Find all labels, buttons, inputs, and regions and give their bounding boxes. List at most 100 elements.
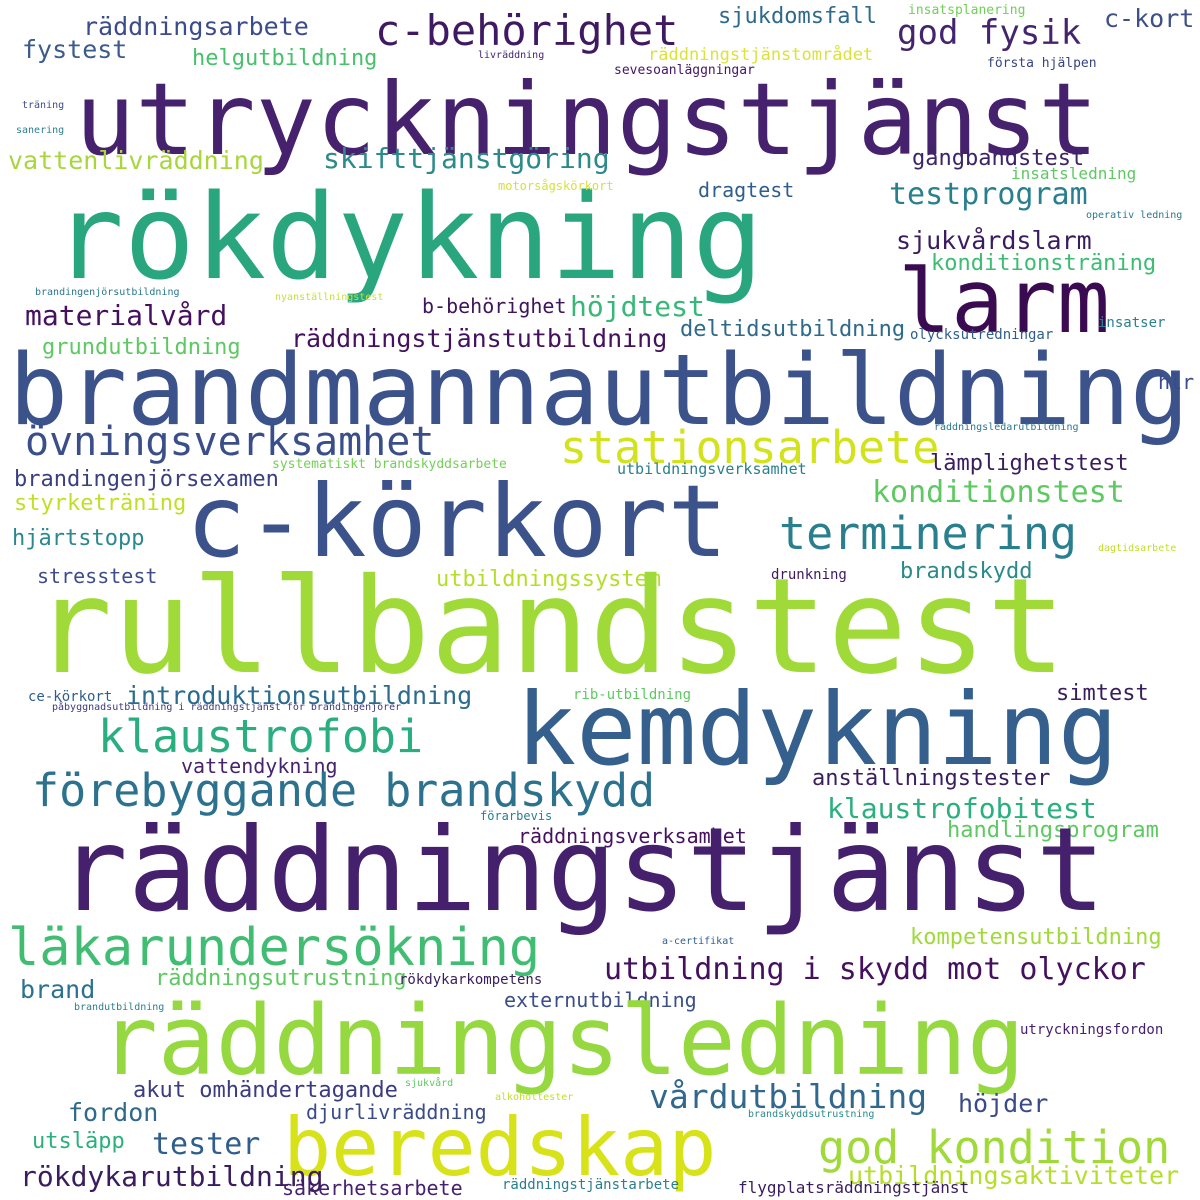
word-rib-utbildning: rib-utbildning <box>573 687 692 703</box>
word-kemdykning: kemdykning <box>516 671 1119 788</box>
word-brandskydd: brandskydd <box>900 559 1033 584</box>
word-utbildningssystem: utbildningssystem <box>436 567 662 592</box>
word-utryckningstjanst: utryckningstjänst <box>75 61 1099 178</box>
word-raddningsarbete: räddningsarbete <box>83 12 309 41</box>
word-operativ-ledning: operativ ledning <box>1086 210 1183 221</box>
word-testprogram: testprogram <box>889 177 1088 212</box>
word-konditionstraning: konditionsträning <box>931 251 1157 276</box>
word-c-behorighet: c-behörighet <box>375 6 679 55</box>
word-akut-omhandertagande: akut omhändertagande <box>133 1078 398 1103</box>
word-fordon: fordon <box>68 1098 159 1127</box>
word-anstallningstester: anställningstester <box>812 766 1051 791</box>
word-gangbandstest: gångbandstest <box>912 146 1085 171</box>
word-rokdykning: rökdykning <box>53 168 764 306</box>
word-dagtidsarbete: dagtidsarbete <box>1098 543 1177 554</box>
word-helgutbildning: helgutbildning <box>192 46 378 71</box>
word-raddningstjanstutbildning: räddningstjänstutbildning <box>291 324 668 353</box>
word-sevesoanlaggningar: sevesoanläggningar <box>614 63 755 78</box>
word-alkoholtester: alkoholtester <box>495 1092 574 1103</box>
word-brandingenjorsutbildning: brandingenjörsutbildning <box>35 287 180 298</box>
word-insatser: insatser <box>1098 315 1166 331</box>
word-raddningsutrustning: räddningsutrustning <box>155 966 407 991</box>
word-raddningstjanstarbete: räddningstjänstarbete <box>502 1177 680 1193</box>
word-konditionstest: konditionstest <box>872 475 1125 510</box>
word-utbildningsaktiviteter: utbildningsaktiviteter <box>848 1161 1180 1190</box>
word-stationsarbete: stationsarbete <box>560 421 940 474</box>
word-brandmannautbildning: brandmannautbildning <box>9 334 1190 448</box>
word-materialvard: materialvård <box>25 299 228 332</box>
word-hojder: höjder <box>958 1089 1049 1118</box>
word-forebyggande-brandskydd: förebyggande brandskydd <box>32 764 656 817</box>
word-brandutbildning: brandutbildning <box>74 1002 165 1013</box>
word-god-fysik: god fysik <box>897 13 1082 53</box>
word-raddningsverksamhet: räddningsverksamhet <box>518 824 747 848</box>
word-klaustrofobi: klaustrofobi <box>98 710 424 763</box>
word-deltidsutbildning: deltidsutbildning <box>680 317 906 342</box>
word-lamplighetstest: lämplighetstest <box>930 451 1129 476</box>
word-raddningstjanst: räddningstjänst <box>58 803 1106 938</box>
word-hojdtest: höjdtest <box>570 290 705 323</box>
word-sjukdomsfall: sjukdomsfall <box>718 4 877 29</box>
word-ce-korkort: ce-körkort <box>28 689 113 705</box>
word-raddningsledning: räddningsledning <box>100 985 1025 1097</box>
word-forarbevis: förarbevis <box>480 809 553 823</box>
word-brandskyddsutrustning: brandskyddsutrustning <box>748 1109 875 1120</box>
word-insatsledning: insatsledning <box>1011 164 1137 183</box>
word-utslapp: utsläpp <box>32 1129 125 1154</box>
word-sjukvard: sjukvård <box>405 1078 454 1089</box>
word-tester: tester <box>152 1127 261 1162</box>
word-drunkning: drunkning <box>771 567 847 583</box>
word-beredskap: beredskap <box>283 1101 717 1194</box>
word-sanering: sanering <box>16 125 65 136</box>
word-kompetensutbildning: kompetensutbildning <box>910 925 1162 950</box>
word-insatsplanering: insatsplanering <box>908 3 1026 18</box>
word-flygplatsraddningstjanst: flygplatsräddningstjänst <box>738 1178 970 1197</box>
word-pabyggnadsutbildning: påbyggnadsutbildning i räddningstjänst f… <box>52 702 402 713</box>
word-vattenlivraddning: vattenlivräddning <box>8 146 264 175</box>
word-fystest: fystest <box>22 35 128 64</box>
word-vardutbildning: vårdutbildning <box>649 1077 928 1116</box>
word-utryckningsfordon: utryckningsfordon <box>1020 1022 1164 1038</box>
word-hjartstopp: hjärtstopp <box>12 526 145 551</box>
word-rullbandstest: rullbandstest <box>33 550 1067 704</box>
word-god-kondition: god kondition <box>818 1121 1171 1174</box>
word-traning: träning <box>22 100 65 111</box>
word-simtest: simtest <box>1056 681 1149 706</box>
word-skifttjanstgoring: skifttjänstgöring <box>323 142 610 175</box>
word-grundutbildning: grundutbildning <box>42 335 241 360</box>
word-ovningsverksamhet: övningsverksamhet <box>25 419 435 465</box>
word-externutbildning: externutbildning <box>504 988 697 1012</box>
word-livraddning: livräddning <box>478 50 545 61</box>
word-raddningstjanstomradet: räddningstjänstområdet <box>648 45 874 65</box>
word-utbildning-i-skydd-mot-olyckor: utbildning i skydd mot olyckor <box>604 952 1146 987</box>
word-rokdykarkompetens: rökdykarkompetens <box>399 972 543 988</box>
word-handlingsprogram: handlingsprogram <box>947 818 1159 843</box>
word-stresstest: stresstest <box>37 564 158 588</box>
word-hlr: hlr <box>1158 370 1195 394</box>
word-motorsagskorkort: motorsågskörkort <box>498 179 614 193</box>
word-c-korkort: c-körkort <box>186 463 728 580</box>
word-a-certifikat: a-certifikat <box>662 936 735 947</box>
word-styrketraning: styrketräning <box>14 491 187 516</box>
word-systematiskt-brandskyddsarbete: systematiskt brandskyddsarbete <box>272 457 507 472</box>
word-forsta-hjalpen: första hjälpen <box>987 56 1097 71</box>
word-dragtest: dragtest <box>698 178 795 202</box>
word-larm: larm <box>898 250 1110 353</box>
word-brandingenjorsexamen: brandingenjörsexamen <box>14 467 279 492</box>
word-olycksutredningar: olycksutredningar <box>910 327 1054 343</box>
word-sjukvardslarm: sjukvårdslarm <box>896 226 1092 255</box>
word-utbildningsverksamhet: utbildningsverksamhet <box>617 460 807 478</box>
word-b-behorighet: b-behörighet <box>422 294 567 318</box>
word-raddningsledarutbildning: räddningsledarutbildning <box>934 422 1079 433</box>
word-brand: brand <box>20 975 96 1004</box>
word-nyanstallningstest: nyanställningstest <box>275 292 384 303</box>
word-rokdykarutbildning: rökdykarutbildning <box>20 1160 324 1193</box>
word-introduktionsutbildning: introduktionsutbildning <box>126 681 473 710</box>
word-lakarundersokning: läkarundersökning <box>8 918 541 978</box>
word-djurlivraddning: djurlivräddning <box>306 1100 487 1124</box>
word-sakerhetsarbete: säkerhetsarbete <box>282 1176 463 1200</box>
word-klaustrofobitest: klaustrofobitest <box>827 792 1097 825</box>
word-terminering: terminering <box>779 507 1078 560</box>
word-vattendykning: vattendykning <box>181 754 338 778</box>
